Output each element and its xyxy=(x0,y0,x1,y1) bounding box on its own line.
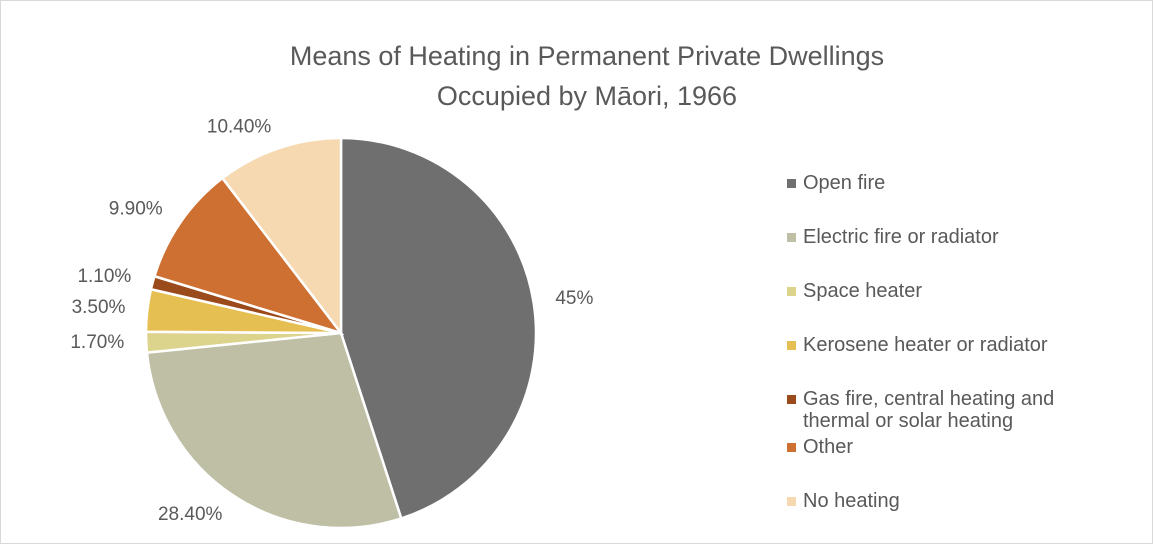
legend-item: Other xyxy=(785,436,1125,458)
legend-label: No heating xyxy=(803,490,900,512)
data-label: 45% xyxy=(555,288,593,309)
legend-swatch xyxy=(787,443,796,452)
legend-label: Space heater xyxy=(803,280,922,302)
pie-slice xyxy=(339,136,538,521)
pie-slice xyxy=(152,176,345,336)
legend-item: Electric fire or radiator xyxy=(785,226,1125,248)
legend-item: Open fire xyxy=(785,172,1125,194)
data-label: 9.90% xyxy=(109,198,163,219)
legend: Open fire Electric fire or radiator Space … xyxy=(785,172,1125,544)
data-label: 10.40% xyxy=(207,116,272,137)
data-label: 3.50% xyxy=(72,297,126,318)
legend-item: No heating xyxy=(785,490,1125,512)
legend-label: Open fire xyxy=(803,172,886,194)
legend-swatch xyxy=(787,287,796,296)
pie-slice xyxy=(220,136,343,337)
data-label: 1.10% xyxy=(77,266,131,287)
legend-label: Gas fire, central heating and thermal or… xyxy=(803,388,1055,432)
legend-item: Space heater xyxy=(785,280,1125,302)
data-label: 1.70% xyxy=(70,332,124,353)
legend-swatch xyxy=(787,233,796,242)
legend-swatch xyxy=(787,341,796,350)
legend-label: Other xyxy=(803,436,854,458)
legend-item: Gas fire, central heating and thermal or… xyxy=(785,388,1125,432)
legend-item: Kerosene heater or radiator xyxy=(785,334,1125,356)
legend-swatch xyxy=(787,497,796,506)
data-label: 28.40% xyxy=(158,504,223,525)
pie-slice xyxy=(145,331,403,530)
legend-swatch xyxy=(787,179,796,188)
chart-title: Occupied by Māori, 1966 xyxy=(437,81,737,111)
legend-label: Kerosene heater or radiator xyxy=(803,334,1048,356)
chart-title: Means of Heating in Permanent Private Dw… xyxy=(290,41,884,71)
legend-label: Electric fire or radiator xyxy=(803,226,999,248)
legend-swatch xyxy=(787,395,796,404)
